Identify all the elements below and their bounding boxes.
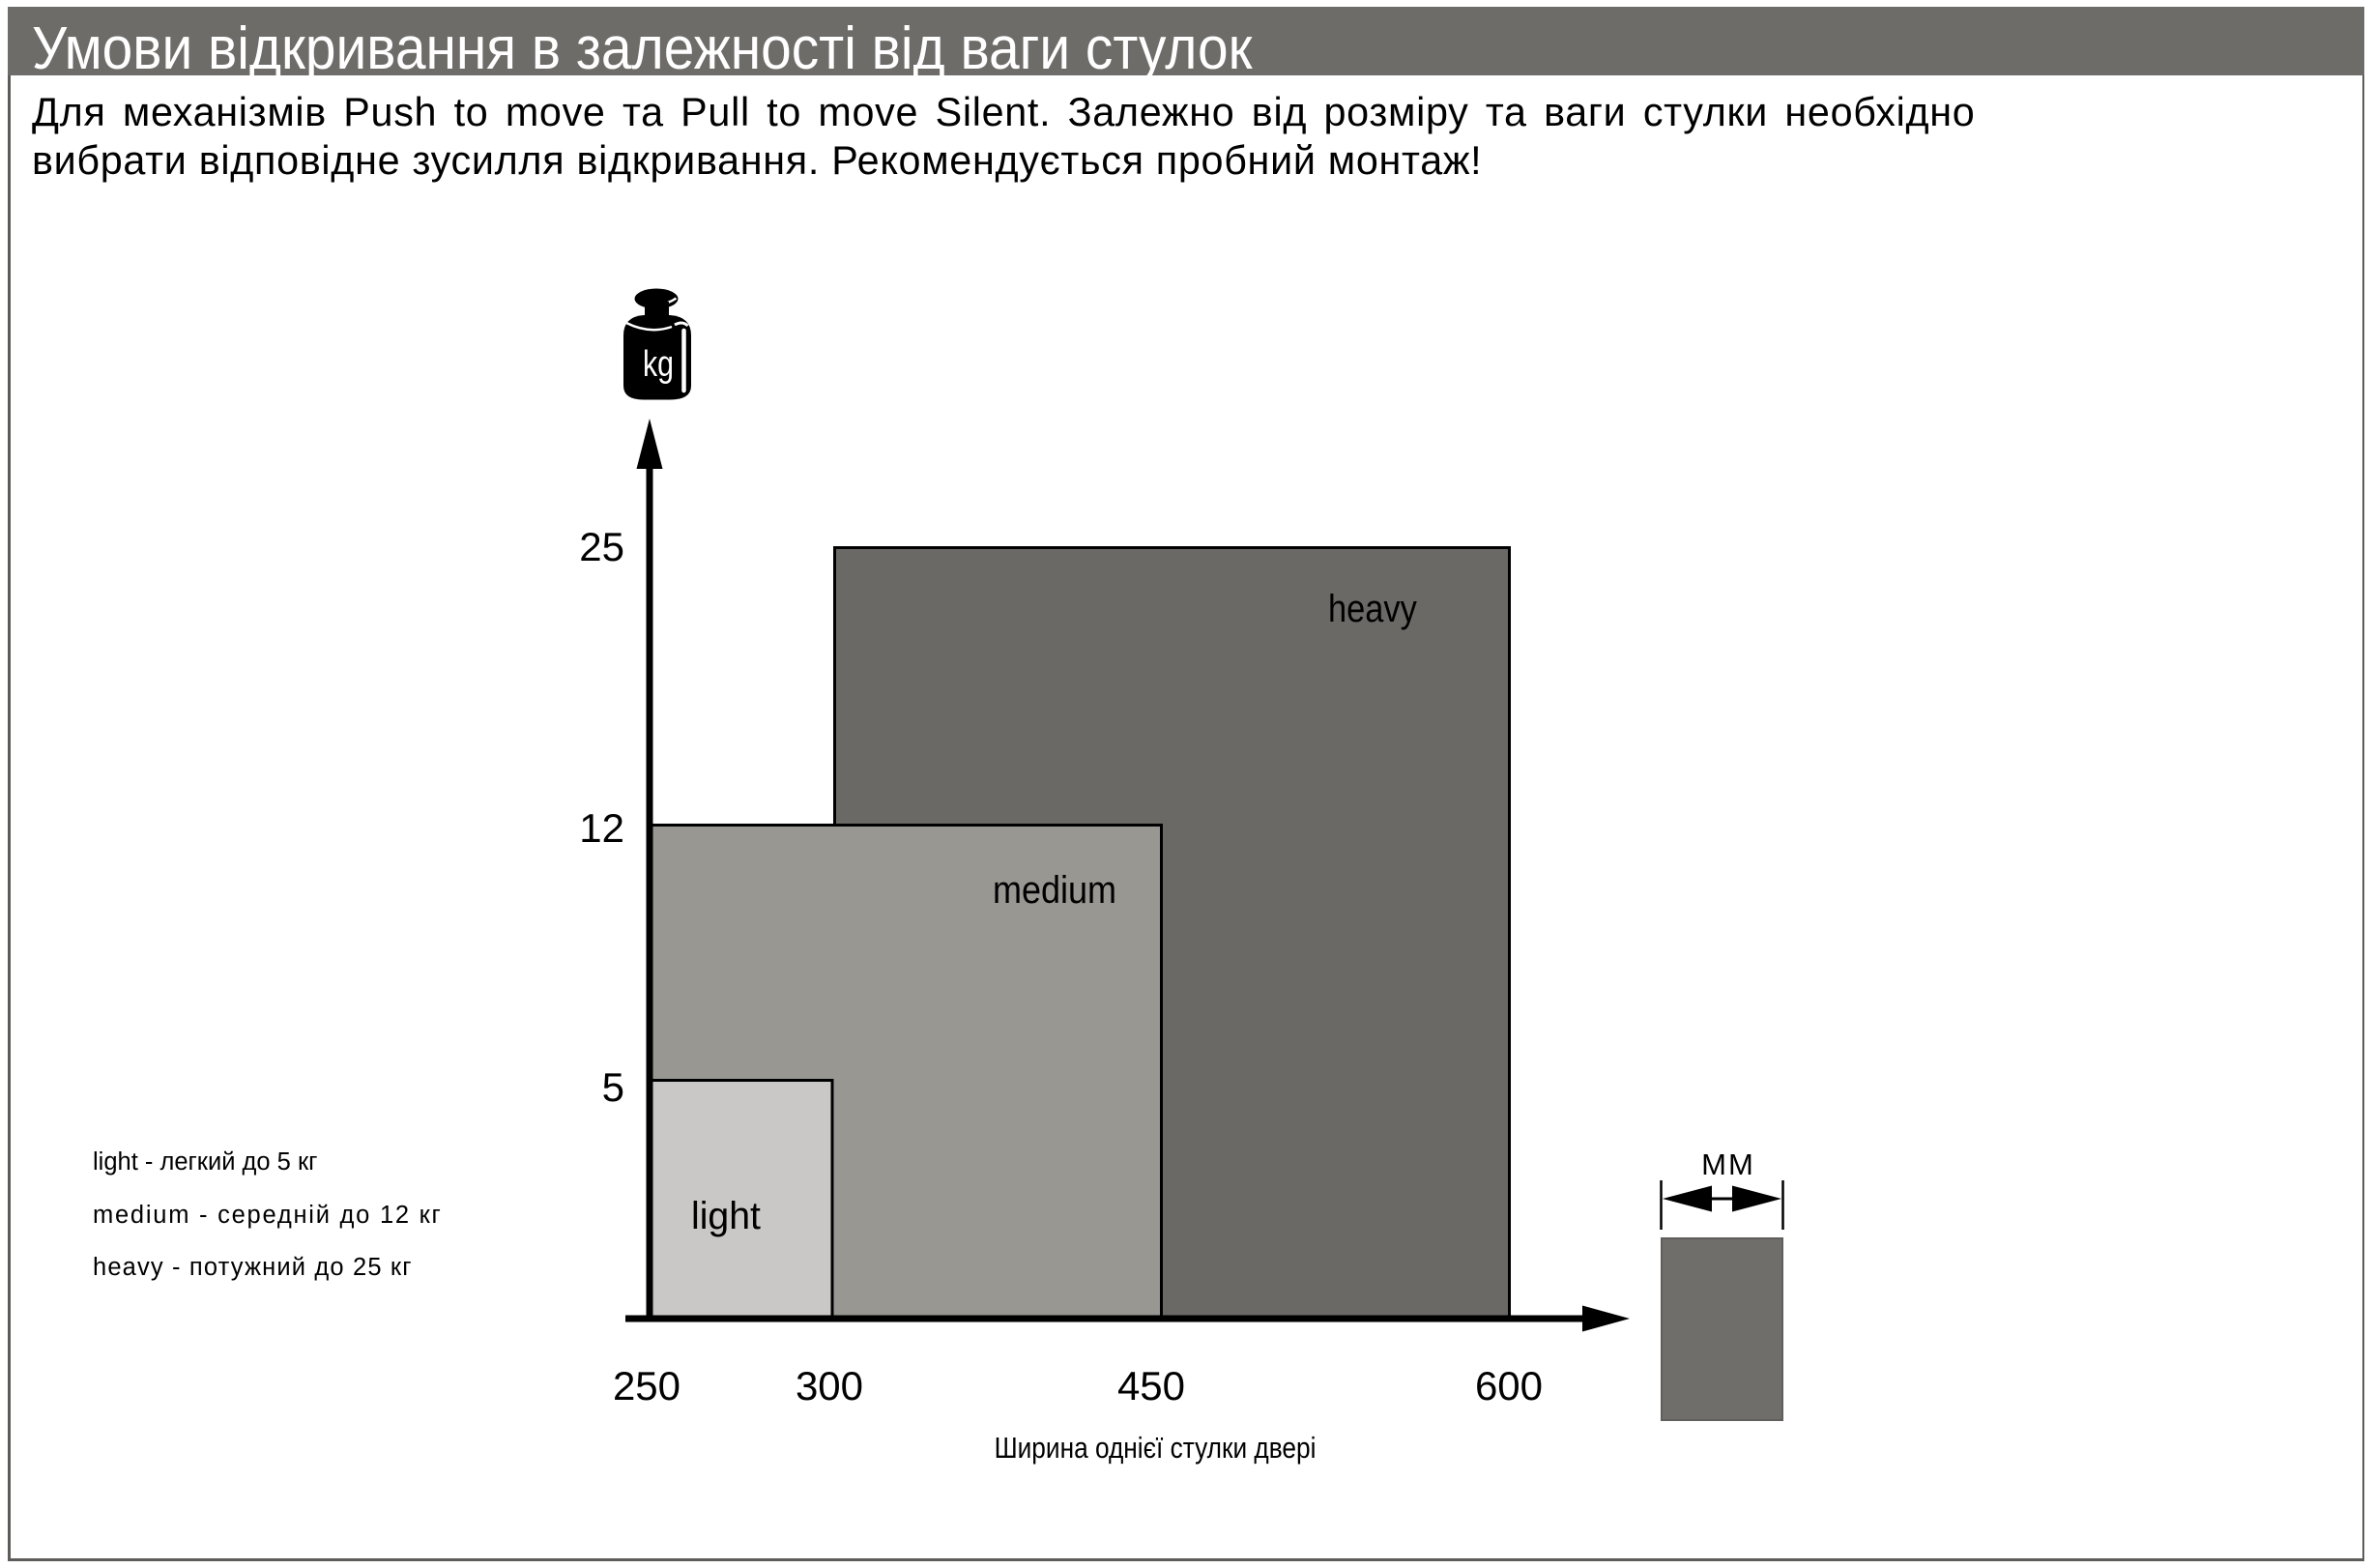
svg-text:kg: kg [643, 344, 674, 385]
